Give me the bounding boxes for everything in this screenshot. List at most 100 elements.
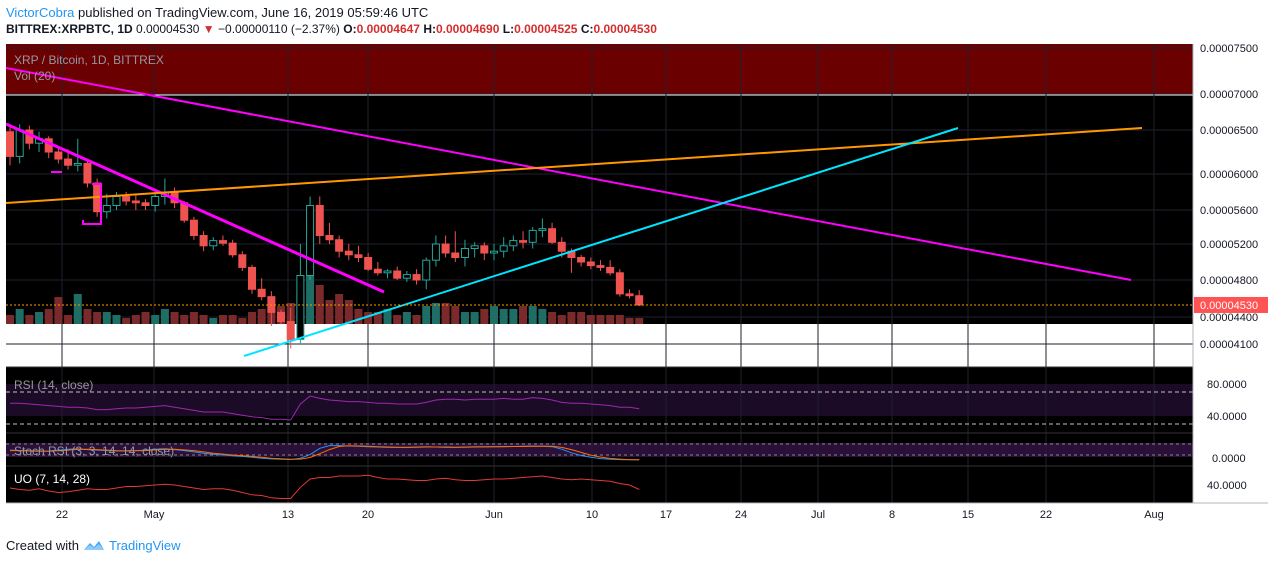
volume-bar bbox=[344, 300, 353, 324]
trendline-short-descending bbox=[5, 122, 385, 294]
open-label: O: bbox=[343, 22, 357, 36]
volume-bar bbox=[615, 315, 624, 324]
candle bbox=[586, 257, 595, 270]
candle-body bbox=[480, 245, 489, 254]
time-tick: 20 bbox=[362, 509, 374, 521]
candle bbox=[257, 278, 266, 301]
candle-body bbox=[635, 295, 644, 306]
candle bbox=[209, 237, 218, 251]
volume-bar bbox=[306, 276, 315, 324]
resistance-zone bbox=[6, 44, 1193, 95]
volume-bar bbox=[189, 312, 198, 324]
time-axis-labels: 22 May 13 20 Jun 10 17 24 Jul 8 15 22 Aug bbox=[56, 509, 1164, 521]
rsi-legend: RSI (14, close) bbox=[14, 378, 93, 392]
candle-body bbox=[277, 311, 286, 322]
rsi-line bbox=[10, 395, 640, 421]
candle bbox=[373, 262, 382, 276]
candle-body bbox=[315, 205, 324, 236]
time-axis bbox=[6, 503, 1268, 524]
candle bbox=[393, 266, 402, 280]
volume-bar bbox=[519, 306, 528, 324]
candle bbox=[218, 235, 227, 246]
candle bbox=[189, 216, 198, 240]
volume-bar bbox=[548, 312, 557, 324]
price-tick: 0.00004800 bbox=[1200, 275, 1258, 287]
magenta-bracket bbox=[82, 183, 102, 225]
candle bbox=[238, 251, 247, 271]
volume-bar bbox=[557, 315, 566, 324]
candle-body bbox=[548, 228, 557, 243]
price-tick: 0.00005200 bbox=[1200, 239, 1258, 251]
rsi-tick: 80.0000 bbox=[1207, 379, 1247, 391]
candle-body bbox=[519, 240, 528, 243]
candle-body bbox=[402, 274, 411, 279]
candle bbox=[344, 244, 353, 261]
candle-body bbox=[335, 239, 344, 252]
low-value: 0.00004525 bbox=[514, 22, 578, 36]
candle-body bbox=[286, 321, 295, 340]
candle-body bbox=[441, 243, 450, 254]
high-label: H: bbox=[423, 22, 436, 36]
price-tick: 0.00006500 bbox=[1200, 125, 1258, 137]
candle bbox=[451, 231, 460, 262]
volume-bar bbox=[364, 312, 373, 324]
candle-body bbox=[431, 243, 440, 261]
uo-pane-bg bbox=[6, 466, 1193, 503]
candle-body bbox=[460, 248, 469, 258]
candle-body bbox=[373, 268, 382, 274]
candle-body bbox=[577, 257, 586, 263]
candle bbox=[335, 235, 344, 258]
tradingview-link[interactable]: TradingView bbox=[108, 538, 181, 553]
volume-bar bbox=[257, 309, 266, 324]
chart-svg[interactable]: 0.00007500 0.00007000 0.00006500 0.00006000… bbox=[5, 43, 1268, 524]
time-tick: 15 bbox=[962, 509, 974, 521]
chart-area[interactable]: 0.00007500 0.00007000 0.00006500 0.00006000… bbox=[5, 43, 1268, 524]
volume-bar bbox=[93, 312, 102, 324]
volume-bar bbox=[451, 306, 460, 324]
candle-body bbox=[218, 240, 227, 244]
candle-body bbox=[538, 228, 547, 231]
candle-body bbox=[228, 242, 237, 256]
candle bbox=[606, 260, 615, 276]
price-tick: 0.00005600 bbox=[1200, 205, 1258, 217]
candle bbox=[625, 289, 634, 299]
candle bbox=[315, 196, 324, 244]
candle-body bbox=[470, 245, 479, 250]
volume-bar bbox=[567, 312, 576, 324]
candle-body bbox=[112, 196, 121, 206]
candle-body bbox=[257, 288, 266, 298]
candle bbox=[577, 254, 586, 267]
publish-info: published on TradingView.com, June 16, 2… bbox=[78, 5, 429, 20]
candle-body bbox=[15, 129, 24, 157]
volume-bar bbox=[73, 294, 82, 324]
author-link[interactable]: VictorCobra bbox=[6, 5, 75, 20]
candle bbox=[6, 126, 14, 166]
volume-bar bbox=[490, 306, 498, 324]
candle-body bbox=[102, 205, 111, 213]
volume-bar bbox=[228, 315, 237, 324]
candle-body bbox=[422, 259, 431, 281]
candle-body bbox=[615, 272, 624, 295]
price-tick: 0.00004400 bbox=[1200, 312, 1258, 324]
candle bbox=[325, 222, 334, 244]
time-tick: 13 bbox=[282, 509, 294, 521]
candle bbox=[519, 231, 528, 249]
volume-bar bbox=[528, 306, 537, 324]
time-tick: 8 bbox=[889, 509, 895, 521]
candle bbox=[402, 271, 411, 282]
trendline-cyan bbox=[243, 127, 959, 357]
ohlc-line: BITTREX:XRPBTC, 1D 0.00004530 ▼ −0.00000… bbox=[6, 22, 657, 36]
candle bbox=[480, 242, 489, 261]
volume-bar bbox=[112, 315, 121, 324]
main-legend: XRP / Bitcoin, 1D, BITTREX bbox=[14, 53, 164, 67]
candle-body bbox=[238, 254, 247, 268]
footer: Created with TradingView bbox=[6, 538, 181, 553]
volume-bar bbox=[460, 312, 469, 324]
candle-body bbox=[606, 266, 615, 274]
volume-bar bbox=[635, 318, 644, 324]
candle bbox=[422, 257, 431, 290]
candle bbox=[596, 260, 605, 271]
candle bbox=[431, 235, 440, 267]
volume-bar bbox=[199, 315, 208, 324]
volume-bar bbox=[25, 315, 34, 324]
